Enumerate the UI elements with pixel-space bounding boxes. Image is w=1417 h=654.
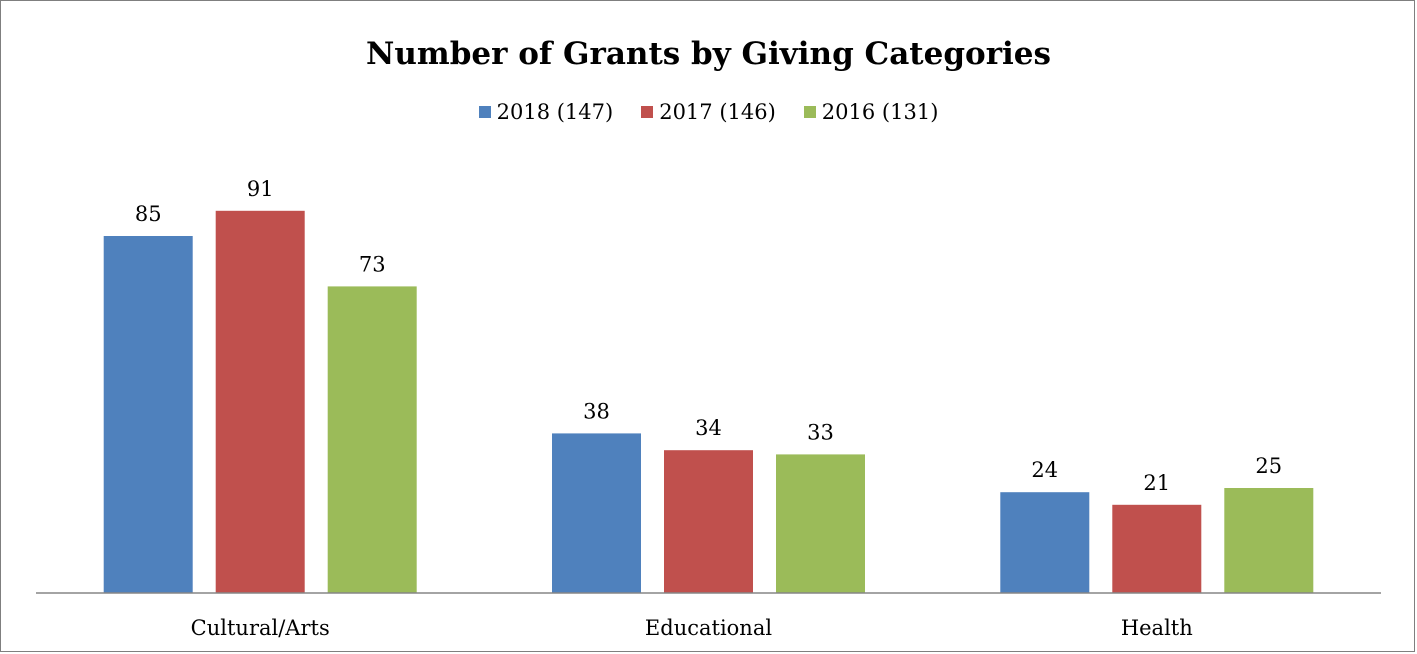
- category-label-2: Health: [1121, 616, 1193, 640]
- bar-0-1: [215, 210, 305, 594]
- bar-value-label-0-0: 85: [135, 202, 162, 226]
- bar-0-0: [103, 236, 193, 593]
- bar-2-2: [1224, 488, 1314, 593]
- legend-label-series-2: 2016 (131): [821, 100, 939, 124]
- category-label-0: Cultural/Arts: [191, 616, 330, 640]
- category-label-1: Educational: [645, 616, 772, 640]
- bar-value-label-0-1: 91: [247, 177, 274, 201]
- bar-2-1: [1112, 504, 1202, 593]
- bar-value-label-1-1: 34: [695, 416, 722, 440]
- legend-swatch-series-2: [803, 106, 816, 118]
- bar-value-label-1-2: 33: [807, 420, 834, 444]
- legend-item-series-2: 2016 (131): [803, 100, 939, 124]
- bar-value-label-0-2: 73: [359, 252, 386, 276]
- legend: 2018 (147) 2017 (146) 2016 (131): [0, 100, 1417, 124]
- bar-1-0: [552, 433, 641, 593]
- bar-value-label-2-2: 25: [1255, 454, 1282, 478]
- legend-label-series-0: 2018 (147): [496, 100, 614, 124]
- bar-1-1: [664, 450, 753, 593]
- legend-label-series-1: 2017 (146): [659, 100, 776, 124]
- bar-1-2: [776, 454, 865, 593]
- legend-item-series-1: 2017 (146): [641, 100, 776, 124]
- bar-value-label-2-1: 21: [1143, 471, 1170, 495]
- bar-2-0: [1000, 492, 1090, 593]
- legend-swatch-series-1: [641, 106, 654, 118]
- bar-value-label-1-0: 38: [583, 399, 610, 423]
- bar-0-2: [327, 286, 417, 593]
- legend-swatch-series-0: [478, 106, 491, 118]
- legend-item-series-0: 2018 (147): [478, 100, 614, 124]
- category-labels-group: Cultural/Arts Educational Health: [191, 616, 1193, 640]
- chart-title: Number of Grants by Giving Categories: [366, 36, 1051, 72]
- bars-group: 85 91 73 38 34 33 24 21 25: [103, 177, 1314, 594]
- bar-value-label-2-0: 24: [1031, 458, 1058, 482]
